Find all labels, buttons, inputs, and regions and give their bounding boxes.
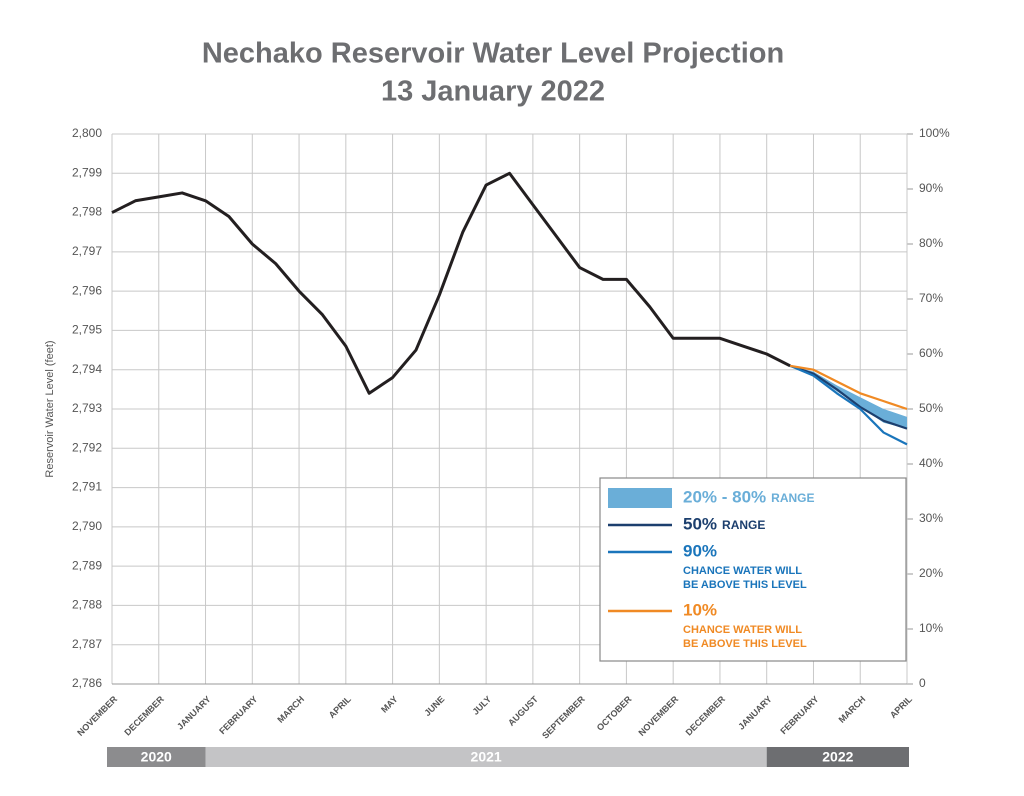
- y-tick-label: 2,790: [72, 519, 102, 533]
- legend-label: 10%: [683, 600, 717, 619]
- legend-note: CHANCE WATER WILL: [683, 565, 802, 577]
- legend-note: BE ABOVE THIS LEVEL: [683, 638, 807, 650]
- x-tick-label: APRIL: [327, 694, 354, 721]
- y-tick-label: 2,800: [72, 126, 102, 140]
- legend-label: 50%: [683, 514, 717, 533]
- series-line: [789, 364, 908, 411]
- y2-tick-label: 40%: [919, 456, 943, 470]
- chart-subtitle: 13 January 2022: [381, 76, 605, 108]
- x-tick-label: DECEMBER: [684, 694, 728, 738]
- year-bar: [766, 747, 909, 767]
- y2-tick-label: 0: [919, 676, 926, 690]
- x-tick-label: DECEMBER: [122, 694, 166, 738]
- y-tick-label: 2,792: [72, 440, 102, 454]
- y-tick-label: 2,787: [72, 637, 102, 651]
- x-tick-label: APRIL: [888, 694, 915, 721]
- legend-note: BE ABOVE THIS LEVEL: [683, 579, 807, 591]
- x-tick-label: AUGUST: [506, 694, 540, 728]
- series-line: [789, 364, 908, 446]
- y-tick-label: 2,796: [72, 283, 102, 297]
- y2-tick-label: 90%: [919, 181, 943, 195]
- y-tick-label: 2,798: [72, 205, 102, 219]
- legend-suffix: RANGE: [771, 491, 814, 505]
- legend-note: CHANCE WATER WILL: [683, 624, 802, 636]
- x-tick-label: MARCH: [837, 694, 868, 725]
- y-tick-label: 2,786: [72, 676, 102, 690]
- x-tick-label: MARCH: [275, 694, 306, 725]
- x-tick-label: JANUARY: [175, 694, 213, 732]
- y2-tick-label: 30%: [919, 511, 943, 525]
- y-tick-label: 2,793: [72, 401, 102, 415]
- y2-tick-label: 60%: [919, 346, 943, 360]
- legend-label: 90%: [683, 541, 717, 560]
- series-line: [111, 171, 791, 395]
- x-tick-label: NOVEMBER: [636, 694, 680, 738]
- y-tick-label: 2,791: [72, 480, 102, 494]
- year-label: 2022: [822, 749, 853, 765]
- year-label: 2021: [471, 749, 502, 765]
- y2-tick-label: 70%: [919, 291, 943, 305]
- y-tick-label: 2,799: [72, 165, 102, 179]
- x-tick-label: OCTOBER: [595, 694, 634, 733]
- x-tick-label: JUNE: [422, 694, 446, 718]
- x-tick-label: MAY: [379, 694, 400, 715]
- x-tick-label: JANUARY: [736, 694, 774, 732]
- y2-tick-label: 10%: [919, 621, 943, 635]
- y-tick-label: 2,795: [72, 323, 102, 337]
- series-line: [789, 364, 908, 430]
- x-tick-label: NOVEMBER: [75, 694, 119, 738]
- y2-tick-label: 50%: [919, 401, 943, 415]
- year-label: 2020: [141, 749, 172, 765]
- x-tick-label: FEBRUARY: [217, 694, 259, 736]
- y-tick-label: 2,788: [72, 598, 102, 612]
- x-tick-label: JULY: [470, 694, 493, 717]
- legend-swatch: [608, 488, 672, 508]
- y2-tick-label: 20%: [919, 566, 943, 580]
- year-bar: [107, 747, 206, 767]
- year-bar: [205, 747, 767, 767]
- chart-title: Nechako Reservoir Water Level Projection: [202, 38, 784, 70]
- legend-suffix: RANGE: [722, 518, 765, 532]
- x-tick-label: FEBRUARY: [778, 694, 820, 736]
- y-axis-label: Reservoir Water Level (feet): [44, 340, 56, 477]
- y-tick-label: 2,797: [72, 244, 102, 258]
- x-tick-label: SEPTEMBER: [540, 694, 587, 741]
- legend-box: [599, 477, 907, 662]
- y-tick-label: 2,789: [72, 558, 102, 572]
- y2-tick-label: 80%: [919, 236, 943, 250]
- legend-label: 20% - 80%: [683, 487, 766, 506]
- y2-tick-label: 100%: [919, 126, 950, 140]
- y-tick-label: 2,794: [72, 362, 102, 376]
